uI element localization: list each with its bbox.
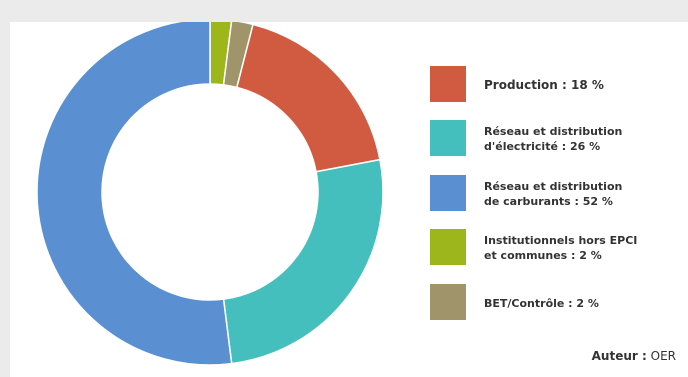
legend-swatch-institutionnels [430, 229, 466, 265]
legend-label-line: de carburants : 52 % [484, 195, 613, 208]
author-label: Auteur : [591, 349, 647, 363]
legend-swatch-bet [430, 284, 466, 320]
legend-swatch-carburants [430, 175, 466, 211]
legend-label-line: d'électricité : 26 % [484, 140, 601, 153]
donut-slice-production [235, 23, 381, 173]
legend-label-electricite: Réseau et distribution d'électricité : 26… [484, 124, 688, 154]
legend-label-line: Réseau et distribution [484, 180, 623, 193]
author-credit: Auteur : OER [592, 349, 676, 363]
legend-swatch-production [430, 66, 466, 102]
legend-label-bet: BET/Contrôle : 2 % [484, 296, 688, 311]
legend-label-line: Institutionnels hors EPCI [484, 234, 638, 247]
legend-label-institutionnels: Institutionnels hors EPCI et communes : 2… [484, 233, 688, 263]
donut-chart [36, 22, 384, 366]
author-value: OER [650, 349, 676, 363]
legend-label-production: Production : 18 % [484, 78, 604, 92]
donut-slice-electricite [222, 158, 384, 365]
legend-swatch-electricite [430, 120, 466, 156]
legend-value-production: 18 % [571, 78, 604, 92]
legend-label-line: et communes : 2 % [484, 249, 602, 262]
donut-slice-carburants [36, 22, 233, 366]
chart-panel: Production : 18 % Réseau et distribution… [10, 22, 688, 377]
legend-label-carburants: Réseau et distribution de carburants : 52… [484, 179, 688, 209]
legend-label-line: BET/Contrôle : 2 % [484, 297, 599, 310]
legend-label-line: Réseau et distribution [484, 125, 623, 138]
legend-text-production: Production [484, 78, 558, 92]
